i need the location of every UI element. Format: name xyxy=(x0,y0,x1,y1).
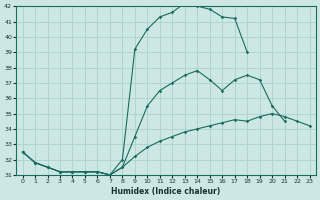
X-axis label: Humidex (Indice chaleur): Humidex (Indice chaleur) xyxy=(111,187,221,196)
